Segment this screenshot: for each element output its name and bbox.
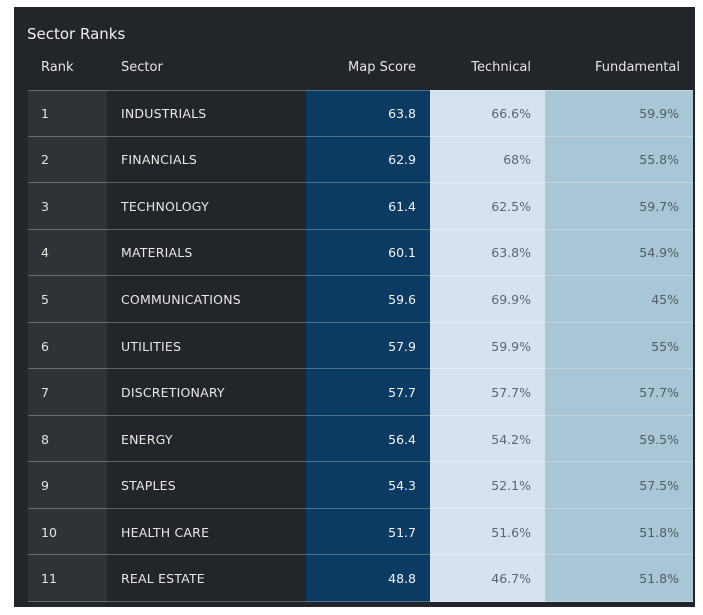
rank-cell: 2: [28, 136, 107, 184]
fundamental-cell: 57.7%: [545, 369, 693, 416]
rank-cell: 1: [28, 90, 107, 137]
column-header-rank[interactable]: Rank: [41, 60, 74, 75]
map-score-cell: 57.9: [306, 322, 430, 370]
table-row[interactable]: 10 HEALTH CARE 51.7 51.6% 51.8%: [28, 508, 693, 556]
fundamental-cell: 59.5%: [545, 415, 693, 463]
rank-cell: 11: [28, 555, 107, 603]
sector-cell: MATERIALS: [107, 229, 306, 277]
sector-cell: UTILITIES: [107, 322, 306, 370]
table-row[interactable]: 4 MATERIALS 60.1 63.8% 54.9%: [28, 229, 693, 277]
table-row[interactable]: 6 UTILITIES 57.9 59.9% 55%: [28, 322, 693, 370]
sector-cell: STAPLES: [107, 462, 306, 509]
column-header-sector[interactable]: Sector: [121, 60, 163, 75]
technical-cell: 52.1%: [430, 462, 545, 509]
fundamental-cell: 55.8%: [545, 136, 693, 184]
technical-cell: 54.2%: [430, 415, 545, 463]
table-row[interactable]: 8 ENERGY 56.4 54.2% 59.5%: [28, 415, 693, 463]
sector-cell: INDUSTRIALS: [107, 90, 306, 137]
sector-cell: REAL ESTATE: [107, 555, 306, 603]
technical-cell: 57.7%: [430, 369, 545, 416]
table-row[interactable]: 9 STAPLES 54.3 52.1% 57.5%: [28, 462, 693, 509]
column-header-fundamental[interactable]: Fundamental: [594, 60, 680, 75]
fundamental-cell: 59.9%: [545, 90, 693, 137]
table-row[interactable]: 5 COMMUNICATIONS 59.6 69.9% 45%: [28, 276, 693, 323]
table-row[interactable]: 7 DISCRETIONARY 57.7 57.7% 57.7%: [28, 369, 693, 416]
map-score-cell: 54.3: [306, 462, 430, 509]
rank-cell: 4: [28, 229, 107, 277]
rank-cell: 8: [28, 415, 107, 463]
map-score-cell: 62.9: [306, 136, 430, 184]
rank-cell: 10: [28, 508, 107, 556]
rank-cell: 5: [28, 276, 107, 323]
map-score-cell: 63.8: [306, 90, 430, 137]
fundamental-cell: 54.9%: [545, 229, 693, 277]
rank-cell: 9: [28, 462, 107, 509]
fundamental-cell: 45%: [545, 276, 693, 323]
column-header-map-score[interactable]: Map Score: [348, 60, 416, 75]
table-row[interactable]: 2 FINANCIALS 62.9 68% 55.8%: [28, 136, 693, 184]
fundamental-cell: 55%: [545, 322, 693, 370]
technical-cell: 66.6%: [430, 90, 545, 137]
technical-cell: 51.6%: [430, 508, 545, 556]
rank-cell: 7: [28, 369, 107, 416]
technical-cell: 46.7%: [430, 555, 545, 603]
sector-cell: HEALTH CARE: [107, 508, 306, 556]
map-score-cell: 57.7: [306, 369, 430, 416]
map-score-cell: 48.8: [306, 555, 430, 603]
map-score-cell: 59.6: [306, 276, 430, 323]
sector-cell: ENERGY: [107, 415, 306, 463]
fundamental-cell: 57.5%: [545, 462, 693, 509]
sector-ranks-panel: Sector Ranks Rank Sector Map Score Techn…: [14, 7, 695, 607]
sector-cell: TECHNOLOGY: [107, 183, 306, 230]
panel-title: Sector Ranks: [27, 25, 126, 43]
map-score-cell: 51.7: [306, 508, 430, 556]
technical-cell: 63.8%: [430, 229, 545, 277]
map-score-cell: 56.4: [306, 415, 430, 463]
table-row[interactable]: 3 TECHNOLOGY 61.4 62.5% 59.7%: [28, 183, 693, 230]
sector-cell: DISCRETIONARY: [107, 369, 306, 416]
sector-ranks-table: 1 INDUSTRIALS 63.8 66.6% 59.9% 2 FINANCI…: [28, 90, 693, 607]
column-header-technical[interactable]: Technical: [471, 60, 531, 75]
fundamental-cell: 59.7%: [545, 183, 693, 230]
map-score-cell: 60.1: [306, 229, 430, 277]
technical-cell: 68%: [430, 136, 545, 184]
technical-cell: 69.9%: [430, 276, 545, 323]
fundamental-cell: 51.8%: [545, 508, 693, 556]
table-row[interactable]: 11 REAL ESTATE 48.8 46.7% 51.8%: [28, 555, 693, 603]
sector-cell: FINANCIALS: [107, 136, 306, 184]
rank-cell: 6: [28, 322, 107, 370]
table-row[interactable]: 1 INDUSTRIALS 63.8 66.6% 59.9%: [28, 90, 693, 137]
sector-cell: COMMUNICATIONS: [107, 276, 306, 323]
rank-cell: 3: [28, 183, 107, 230]
map-score-cell: 61.4: [306, 183, 430, 230]
technical-cell: 59.9%: [430, 322, 545, 370]
technical-cell: 62.5%: [430, 183, 545, 230]
fundamental-cell: 51.8%: [545, 555, 693, 603]
